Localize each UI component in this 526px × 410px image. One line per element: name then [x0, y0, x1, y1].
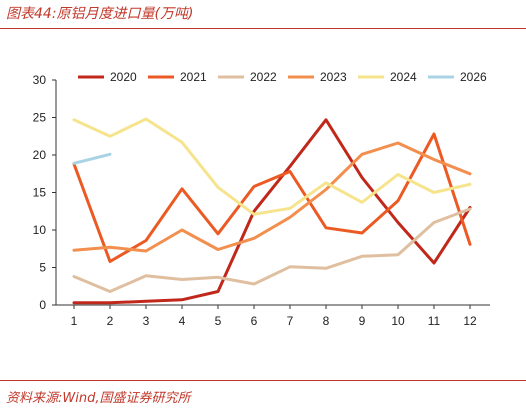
chart-title: 图表44:原铝月度进口量(万吨): [6, 6, 194, 22]
y-tick-label: 10: [33, 223, 47, 237]
x-tick-label: 9: [359, 314, 366, 328]
series-line-2022: [72, 207, 472, 293]
y-tick-label: 5: [39, 261, 46, 275]
y-tick-label: 20: [33, 148, 47, 162]
x-tick-label: 6: [251, 314, 258, 328]
y-tick-label: 25: [33, 111, 47, 125]
series-line-2023: [72, 141, 472, 253]
x-tick-label: 11: [428, 314, 441, 328]
x-tick-label: 5: [215, 314, 222, 328]
legend-label-2026: 2026: [460, 70, 487, 84]
x-tick-label: 2: [107, 314, 114, 328]
y-tick-label: 0: [39, 298, 46, 312]
x-tick-label: 4: [179, 314, 186, 328]
x-tick-label: 10: [391, 314, 405, 328]
x-tick-label: 3: [143, 314, 150, 328]
x-tick-label: 7: [287, 314, 294, 328]
y-tick-label: 30: [33, 73, 47, 87]
top-divider: [0, 28, 526, 29]
series-line-2021: [72, 132, 472, 263]
bottom-divider: [0, 380, 526, 381]
legend-label-2024: 2024: [390, 70, 417, 84]
series-line-2020: [72, 118, 472, 305]
x-tick-label: 12: [463, 314, 477, 328]
legend-label-2023: 2023: [320, 70, 347, 84]
legend-label-2021: 2021: [180, 70, 207, 84]
series-line-2026: [72, 152, 112, 165]
x-tick-label: 8: [323, 314, 330, 328]
legend-label-2020: 2020: [110, 70, 137, 84]
legend-label-2022: 2022: [250, 70, 277, 84]
series-line-2024: [72, 117, 472, 216]
y-tick-label: 15: [33, 186, 47, 200]
source-note: 资料来源:Wind,国盛证券研究所: [6, 391, 191, 406]
x-tick-label: 1: [71, 314, 78, 328]
